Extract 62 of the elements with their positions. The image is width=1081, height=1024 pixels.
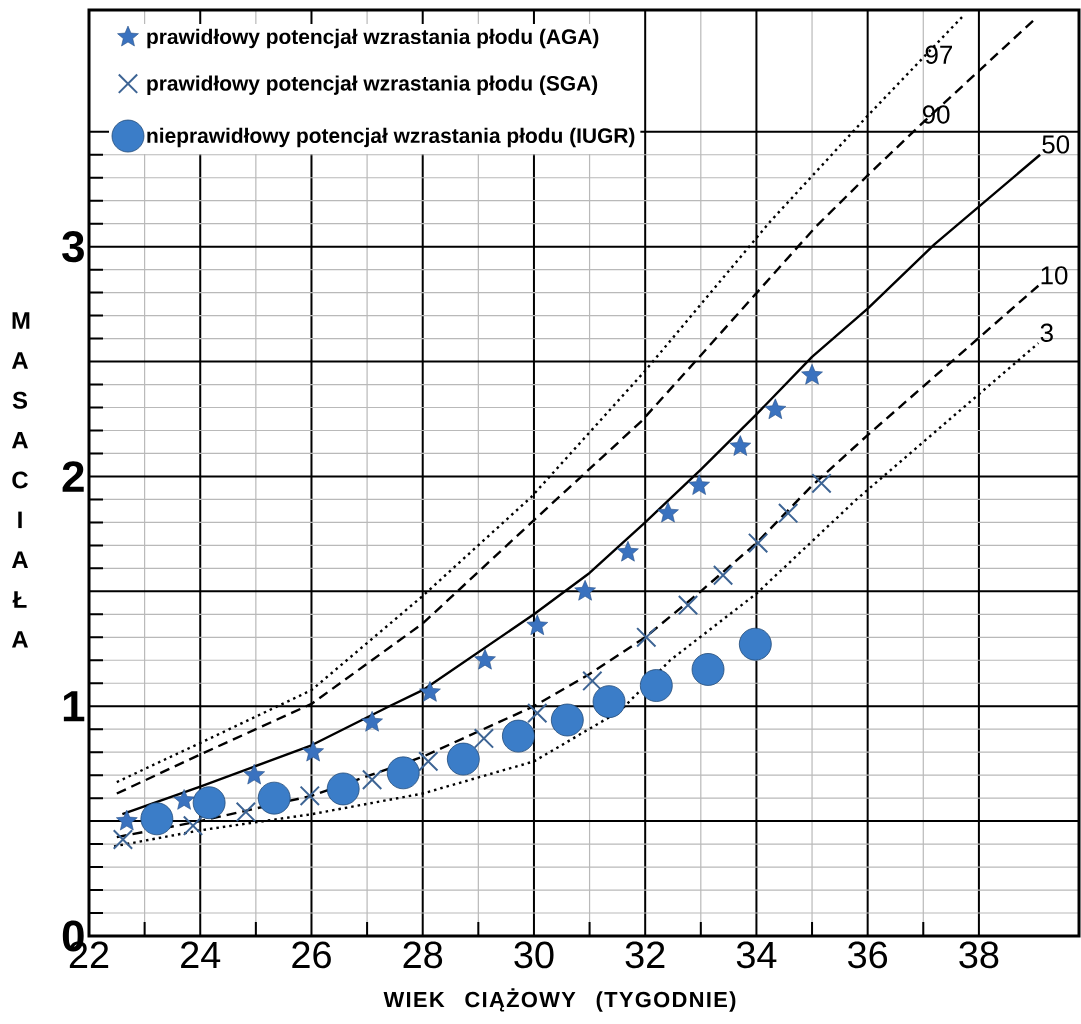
annotation: 10	[1041, 266, 1068, 285]
point	[235, 801, 257, 823]
point	[550, 703, 584, 737]
point	[326, 772, 360, 806]
text: MASA CIAŁA	[11, 312, 30, 648]
legend-label: prawidłowy potencjał wzrastania płodu (SGA)	[147, 75, 598, 95]
point	[140, 802, 174, 836]
point	[257, 781, 291, 815]
point	[473, 728, 495, 749]
point	[116, 809, 138, 831]
point	[361, 769, 383, 790]
point	[801, 364, 823, 385]
point	[419, 681, 441, 702]
x-tick-label: 34	[736, 941, 777, 969]
point	[691, 653, 725, 686]
point	[446, 742, 480, 776]
x-tick-label: 32	[625, 941, 665, 969]
point	[243, 763, 265, 785]
point	[386, 756, 420, 790]
point	[582, 670, 603, 692]
point	[501, 719, 535, 753]
x-tick-label: 26	[292, 941, 331, 969]
point	[112, 829, 134, 850]
annotation: 97	[925, 45, 952, 64]
x-tick-label: 38	[959, 941, 999, 969]
x-tick-label: 36	[848, 941, 888, 969]
point	[592, 685, 626, 719]
point	[192, 786, 226, 820]
annotation: 50	[1042, 135, 1070, 154]
point	[474, 648, 496, 670]
point	[811, 473, 832, 494]
point	[302, 740, 324, 762]
y-tick-label: 2	[62, 461, 84, 492]
x-tick-label: 28	[403, 941, 443, 969]
point	[657, 501, 679, 523]
point	[764, 398, 787, 419]
point	[729, 435, 752, 456]
point	[777, 503, 799, 524]
point	[747, 532, 769, 554]
point	[617, 540, 639, 562]
annotation: 3	[1040, 323, 1053, 342]
x-axis-title: WIEK CIĄŻOWY (TYGODNIE)	[383, 988, 736, 1012]
point	[299, 785, 320, 807]
point	[677, 594, 699, 616]
y-tick-label: 1	[63, 691, 85, 722]
point	[526, 614, 549, 635]
y-tick-label: 3	[62, 231, 84, 263]
point	[173, 789, 195, 810]
legend-label: prawidłowy potencjał wzrastania płodu (AGA)	[147, 28, 599, 49]
point	[182, 815, 204, 836]
point	[688, 474, 710, 495]
x-tick-label: 24	[181, 941, 221, 968]
point	[361, 711, 383, 732]
point	[712, 565, 734, 586]
point	[738, 627, 772, 661]
x-tick-label: 30	[514, 941, 554, 969]
point	[636, 627, 657, 648]
point	[574, 580, 596, 601]
legend-label: nieprawidłowy potencjał wzrastania płodu (IUGR)	[147, 127, 635, 148]
point	[527, 702, 548, 724]
point	[418, 751, 439, 772]
point	[639, 669, 673, 702]
